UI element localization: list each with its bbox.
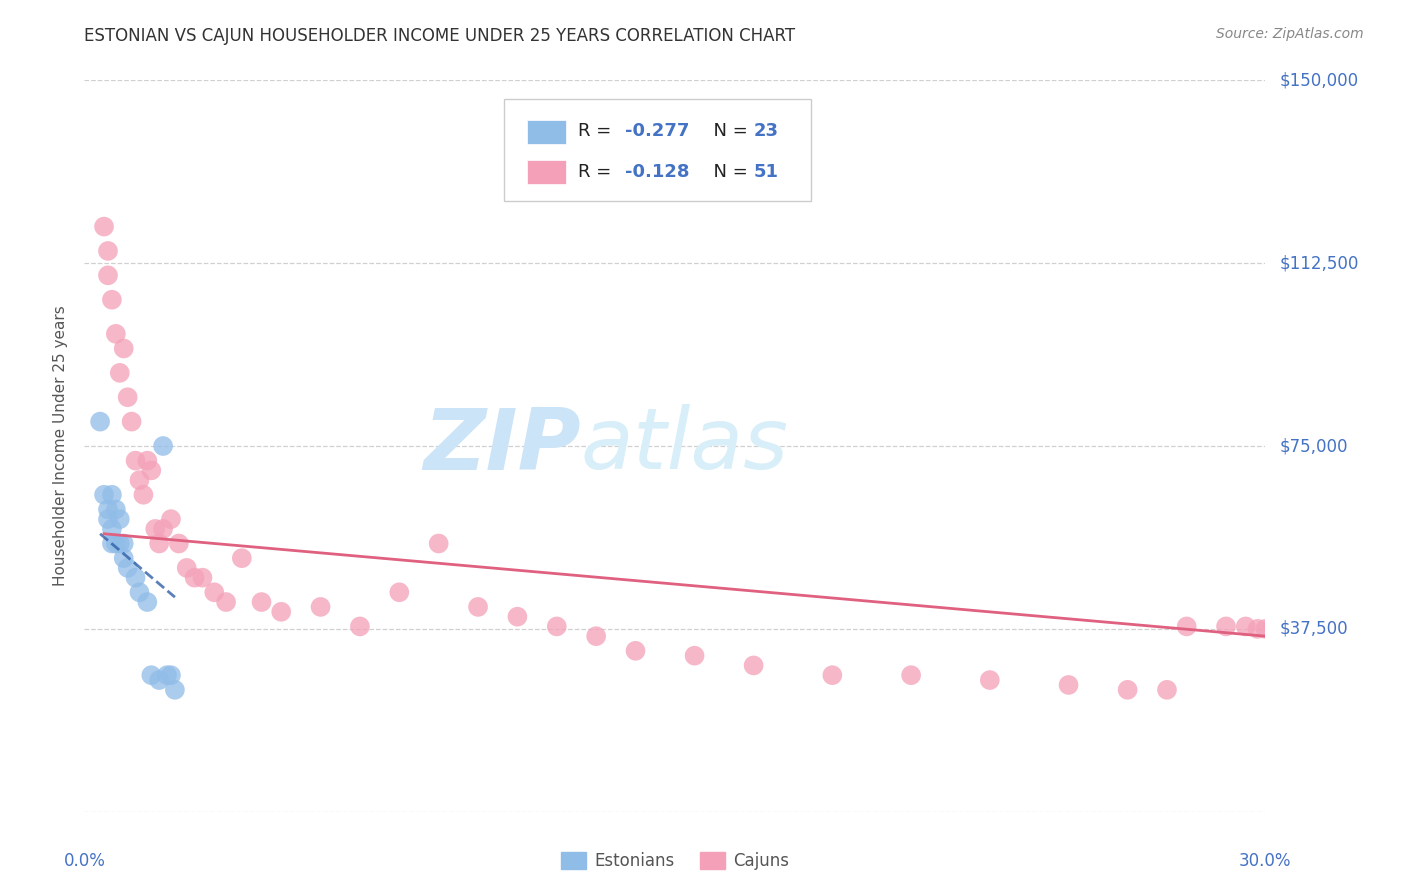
Point (427, 536, 450, 550)
Text: 0.0%: 0.0% (63, 852, 105, 870)
Legend: Estonians, Cajuns: Estonians, Cajuns (554, 845, 796, 877)
Point (215, 595, 238, 609)
Point (1274, 624, 1296, 639)
Point (104, 502, 127, 516)
Text: N =: N = (702, 122, 754, 140)
Text: 30.0%: 30.0% (1239, 852, 1292, 870)
Point (108, 536, 131, 550)
Point (1215, 619, 1237, 633)
Point (1116, 682, 1139, 697)
Point (467, 599, 489, 614)
Point (97, 512, 120, 526)
Point (979, 673, 1001, 687)
Point (388, 585, 411, 599)
Point (128, 473, 150, 487)
Point (1057, 678, 1080, 692)
Text: 51: 51 (754, 162, 779, 181)
Point (128, 585, 150, 599)
Text: R =: R = (578, 162, 617, 181)
Text: N =: N = (702, 162, 754, 181)
Text: $150,000: $150,000 (1279, 71, 1358, 89)
Point (104, 326, 127, 341)
Text: ESTONIAN VS CAJUN HOUSEHOLDER INCOME UNDER 25 YEARS CORRELATION CHART: ESTONIAN VS CAJUN HOUSEHOLDER INCOME UND… (84, 27, 796, 45)
Point (1175, 619, 1198, 633)
Point (202, 585, 225, 599)
Point (141, 668, 163, 682)
Point (143, 522, 166, 536)
Text: $75,000: $75,000 (1279, 437, 1348, 455)
Text: ZIP: ZIP (423, 404, 581, 488)
Point (112, 342, 135, 356)
Point (167, 536, 190, 550)
Point (152, 522, 174, 536)
Point (124, 571, 146, 585)
Point (1254, 622, 1277, 636)
Point (101, 488, 124, 502)
Point (141, 463, 163, 477)
Point (231, 551, 253, 566)
Text: $112,500: $112,500 (1279, 254, 1358, 272)
FancyBboxPatch shape (527, 160, 567, 184)
Point (108, 366, 131, 380)
Point (136, 595, 159, 609)
Point (112, 536, 135, 550)
FancyBboxPatch shape (503, 99, 811, 201)
Point (1246, 622, 1268, 636)
Text: -0.128: -0.128 (626, 162, 690, 181)
Point (97, 244, 120, 258)
Point (117, 390, 139, 404)
Point (97, 502, 120, 516)
Point (148, 536, 170, 550)
Point (132, 488, 155, 502)
Point (191, 571, 214, 585)
Point (152, 439, 174, 453)
Point (156, 668, 179, 682)
Point (101, 293, 124, 307)
Point (349, 619, 371, 633)
Point (93, 488, 115, 502)
Point (270, 605, 292, 619)
Point (93, 219, 115, 234)
Point (101, 522, 124, 536)
Point (1263, 619, 1285, 633)
Point (506, 609, 529, 624)
Point (112, 551, 135, 566)
Point (1156, 682, 1178, 697)
Point (585, 629, 607, 643)
Point (97, 268, 120, 283)
Text: atlas: atlas (581, 404, 789, 488)
Text: $37,500: $37,500 (1279, 620, 1348, 638)
Point (309, 599, 332, 614)
Point (101, 536, 124, 550)
Point (104, 536, 127, 550)
Point (1234, 619, 1257, 633)
Point (742, 658, 765, 673)
Text: -0.277: -0.277 (626, 122, 690, 140)
FancyBboxPatch shape (527, 120, 567, 144)
Point (163, 682, 186, 697)
Point (148, 673, 170, 687)
Point (124, 453, 146, 467)
Point (136, 453, 159, 467)
Text: R =: R = (578, 122, 617, 140)
Point (683, 648, 706, 663)
Point (160, 512, 183, 526)
Y-axis label: Householder Income Under 25 years: Householder Income Under 25 years (53, 306, 69, 586)
Point (160, 668, 183, 682)
Point (117, 561, 139, 575)
Point (821, 668, 844, 682)
Text: 23: 23 (754, 122, 779, 140)
Point (183, 571, 205, 585)
Point (176, 561, 198, 575)
Point (900, 668, 922, 682)
Text: Source: ZipAtlas.com: Source: ZipAtlas.com (1216, 27, 1364, 41)
Point (89, 415, 111, 429)
Point (250, 595, 273, 609)
Point (624, 644, 647, 658)
Point (108, 512, 131, 526)
Point (121, 415, 143, 429)
Point (546, 619, 568, 633)
